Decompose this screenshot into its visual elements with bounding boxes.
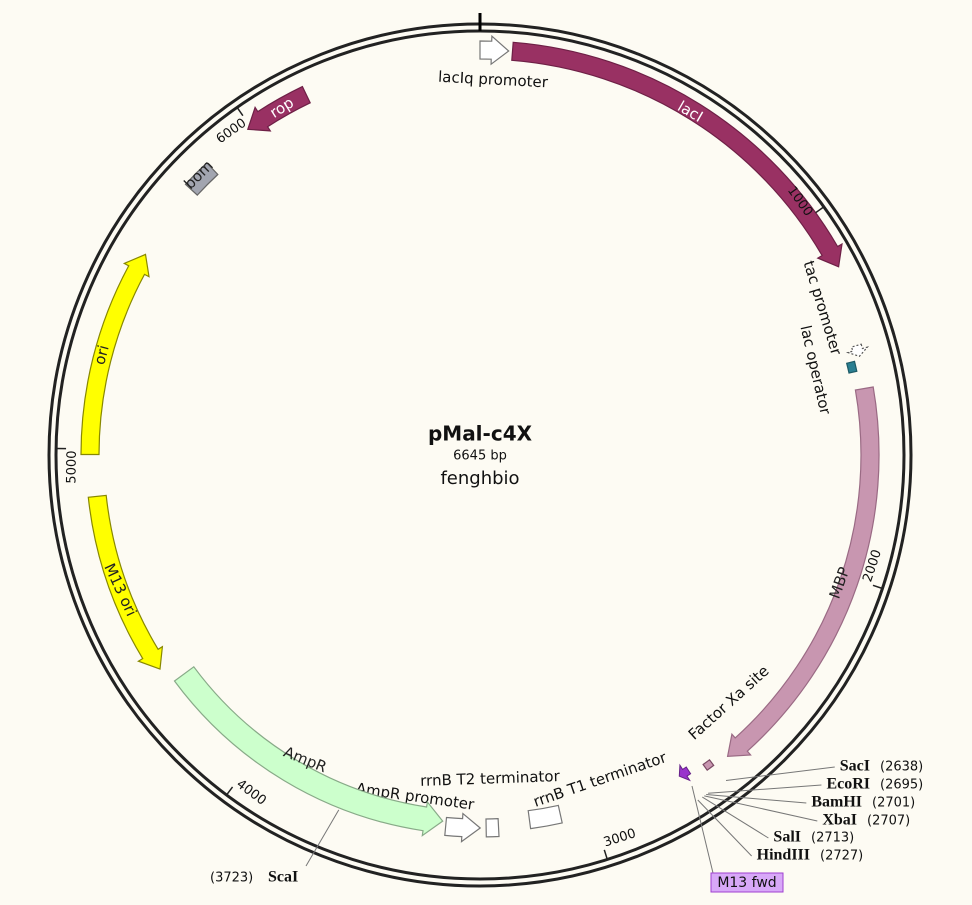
feature-label: rrnB T2 terminator	[420, 767, 561, 790]
feature-arrow	[87, 494, 164, 670]
primer-box	[710, 872, 784, 893]
enzyme-leader	[697, 799, 752, 857]
enzyme-position: (2727)	[820, 849, 863, 864]
enzyme-leader	[704, 795, 818, 822]
primer-label: M13 fwd	[717, 875, 776, 891]
feature-arrow	[845, 343, 870, 357]
tick-mark	[236, 107, 244, 117]
feature-label: lacIq promoter	[438, 68, 550, 92]
primer-leader	[691, 785, 714, 874]
feature-arrow	[173, 665, 444, 837]
tick-mark	[872, 584, 883, 590]
plasmid-name: pMal-c4X	[428, 422, 533, 446]
tick-label: 5000	[64, 450, 80, 483]
tick-mark	[225, 786, 234, 796]
enzyme-position: (2638)	[880, 760, 923, 775]
feature-arrow	[527, 804, 563, 830]
feature-arrow	[80, 253, 150, 456]
enzyme-name: EcoRI	[826, 776, 870, 793]
enzyme-leader	[725, 766, 835, 781]
feature-arrow	[246, 85, 312, 132]
enzyme-leader	[708, 784, 822, 794]
tick-mark	[815, 206, 825, 214]
feature-arrow	[485, 817, 500, 838]
feature-arrow	[444, 812, 482, 843]
feature-label: ori	[90, 343, 112, 367]
plasmid-subtitle: fenghbio	[440, 468, 519, 489]
plasmid-size: 6645 bp	[453, 449, 507, 464]
enzyme-leader	[706, 794, 807, 804]
enzyme-position: (2713)	[811, 831, 854, 846]
primer-arrow	[678, 763, 692, 782]
enzyme-name: ScaI	[268, 869, 298, 886]
enzyme-name: SalI	[773, 829, 801, 846]
enzyme-position: (2707)	[867, 814, 910, 829]
enzyme-leader	[702, 796, 769, 839]
feature-arrow	[845, 360, 858, 374]
enzyme-position: (2701)	[872, 796, 915, 811]
feature-arrow	[702, 758, 715, 772]
enzyme-name: XbaI	[822, 812, 857, 829]
feature-arrow	[726, 386, 880, 757]
feature-arrow	[184, 161, 219, 196]
tick-mark	[603, 849, 609, 860]
enzyme-name: HindIII	[757, 847, 810, 864]
enzyme-position: (2695)	[880, 778, 923, 793]
enzyme-leader	[305, 809, 340, 867]
enzyme-name: SacI	[840, 758, 870, 775]
enzyme-name: BamHI	[811, 794, 862, 811]
feature-arrow	[511, 41, 843, 268]
feature-arrow	[479, 34, 510, 66]
enzyme-position: (3723)	[210, 871, 253, 886]
